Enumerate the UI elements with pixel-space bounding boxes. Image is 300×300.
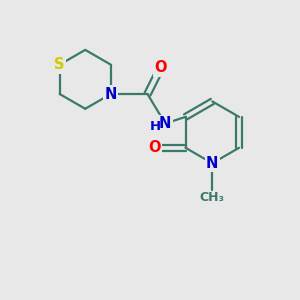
Text: S: S [55,57,65,72]
Text: H: H [149,120,161,133]
Text: CH₃: CH₃ [200,190,225,204]
Text: O: O [154,60,167,75]
Text: N: N [159,116,171,131]
Text: N: N [206,156,218,171]
Text: N: N [104,87,117,102]
Text: O: O [148,140,161,155]
